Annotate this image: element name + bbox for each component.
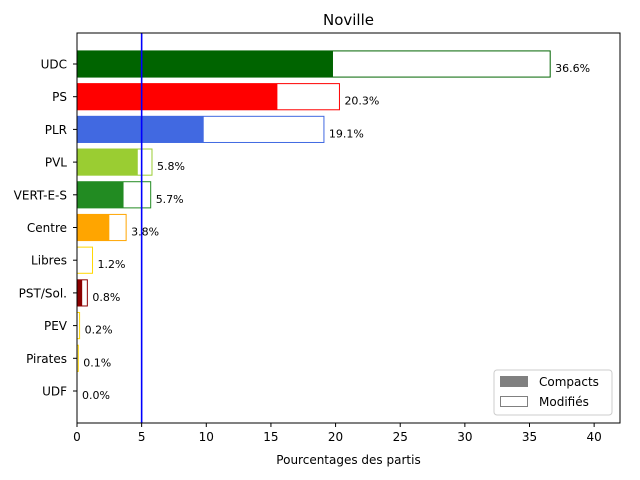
compact-bar [77,83,278,110]
y-tick-label: Libres [31,254,67,268]
legend-swatch-filled [500,376,528,387]
y-tick-label: PS [52,90,67,104]
x-tick-label: 35 [522,430,537,444]
y-tick-label: Pirates [26,352,67,366]
x-axis-label: Pourcentages des partis [276,453,420,467]
bars-group: 36.6% 20.3% 19.1% 5.8% 5.7% 3.8% 1.2% 0.8% 0.2% 0… [76,50,590,402]
compact-bar [77,181,124,208]
x-tick-label: 15 [263,430,278,444]
bar-value-label: 19.1% [329,127,364,140]
compact-bar [77,149,138,176]
legend: Compacts Modifiés [493,369,613,416]
bar-value-label: 5.7% [156,193,184,206]
x-tick-label: 20 [328,430,343,444]
bar-value-label: 20.3% [344,95,379,108]
compact-bar [77,279,83,306]
bar-value-label: 1.2% [98,258,126,271]
y-tick-label: PST/Sol. [19,286,67,300]
x-tick-label: 25 [393,430,408,444]
modified-bar [76,246,94,274]
bar-value-label: 3.8% [131,226,159,239]
x-tick-label: 30 [457,430,472,444]
bar-value-label: 0.8% [92,291,120,304]
y-tick-label: Centre [27,221,67,235]
y-tick-label: PEV [44,319,68,333]
bar-value-label: 0.0% [82,389,110,402]
bar-value-label: 36.6% [555,62,590,75]
bar-value-label: 0.1% [83,356,111,369]
legend-label: Compacts [539,375,599,389]
y-tick-label: UDF [42,385,67,399]
y-tick-label: VERT-E-S [14,188,67,202]
compact-bar [77,214,110,241]
compact-bar [77,50,333,78]
plot-frame [76,32,621,424]
axes-group: UDC PS PLR PVL VERT-E-S Centre Libres PST/Sol. P… [14,32,621,444]
compact-bar [77,116,204,143]
y-tick-label: UDC [41,58,67,72]
x-tick-label: 10 [199,430,214,444]
y-tick-label: PLR [45,123,67,137]
x-tick-label: 5 [138,430,146,444]
x-tick-label: 40 [587,430,602,444]
x-tick-label: 0 [73,430,81,444]
bar-value-label: 0.2% [85,324,113,337]
chart-title: Noville [323,11,374,29]
legend-label: Modifiés [539,395,589,409]
bar-value-label: 5.8% [157,160,185,173]
legend-swatch-outline [500,396,528,407]
y-tick-label: PVL [45,156,67,170]
